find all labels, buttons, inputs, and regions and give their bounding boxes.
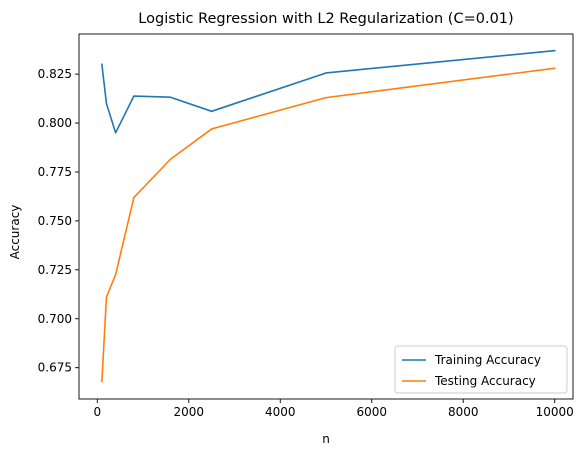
- series-line-1: [101, 67, 556, 383]
- y-tick-label: 0.750: [38, 214, 72, 228]
- y-tick-label: 0.675: [38, 361, 72, 375]
- series-layer: [100, 49, 556, 383]
- legend-box: [394, 345, 568, 394]
- legend-label-0: Training Accuracy: [434, 353, 541, 367]
- chart-title: Logistic Regression with L2 Regularizati…: [138, 11, 513, 27]
- x-tick-label: 8000: [448, 405, 479, 419]
- axes: 0 2000 4000 6000 8000 10000 0.675 0.700 0.725 0.7…: [38, 33, 574, 419]
- y-tick-label: 0.825: [38, 67, 72, 81]
- x-axis-title: n: [322, 432, 330, 446]
- x-tick-label: 10000: [536, 405, 574, 419]
- x-tick-label: 4000: [265, 405, 296, 419]
- plot-frame: [78, 33, 574, 400]
- y-tick-label: 0.725: [38, 263, 72, 277]
- legend-label-1: Testing Accuracy: [434, 374, 536, 388]
- x-tick-label: 0: [93, 405, 101, 419]
- x-tick-label: 6000: [356, 405, 387, 419]
- y-tick-label: 0.700: [38, 312, 72, 326]
- series-line-0: [100, 49, 556, 134]
- y-tick-label: 0.775: [38, 165, 72, 179]
- y-tick-label: 0.800: [38, 116, 72, 130]
- legend: Training Accuracy Testing Accuracy: [394, 345, 568, 394]
- x-tick-label: 2000: [174, 405, 205, 419]
- y-axis-title: Accuracy: [8, 205, 22, 260]
